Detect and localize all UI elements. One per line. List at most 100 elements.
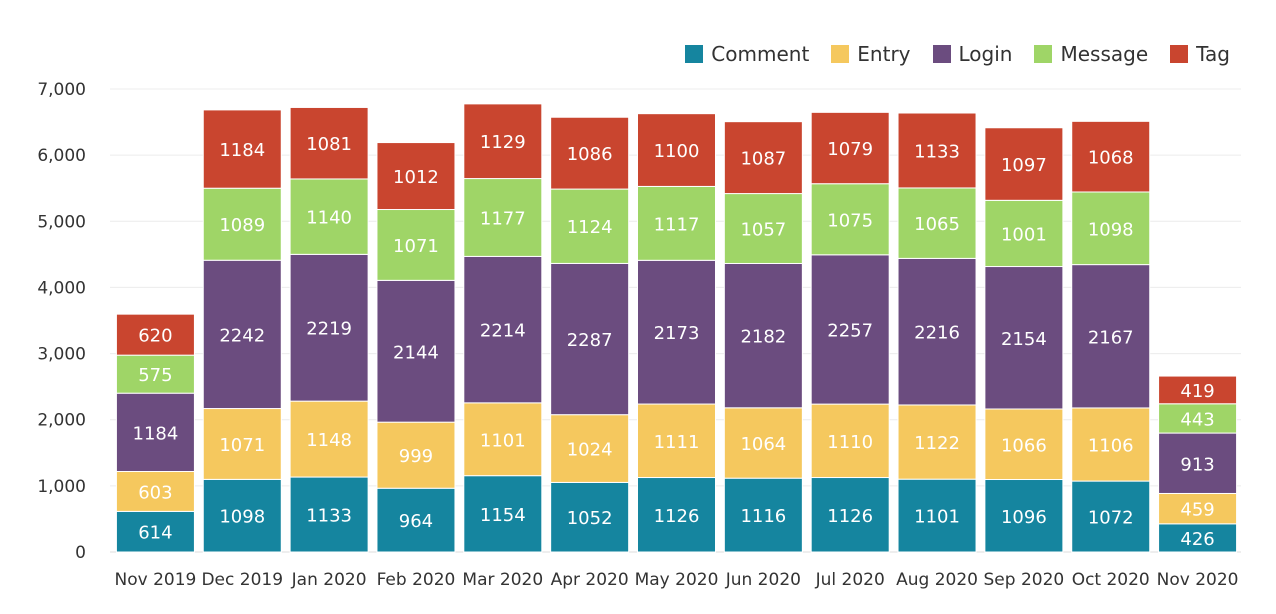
chart-legend: Comment Entry Login Message Tag xyxy=(685,42,1230,66)
data-label: 2144 xyxy=(393,342,439,363)
data-label: 1126 xyxy=(654,506,700,527)
legend-item-message[interactable]: Message xyxy=(1034,42,1148,66)
data-label: 1098 xyxy=(1088,219,1134,240)
x-tick-label: Sep 2020 xyxy=(984,570,1065,590)
bar-segment-comment xyxy=(289,476,369,553)
bar-segment-entry xyxy=(723,407,803,479)
data-label: 419 xyxy=(1180,381,1214,402)
bar-segment-comment xyxy=(1158,523,1238,553)
bar-segment-tag xyxy=(637,113,716,187)
bar-segment-message xyxy=(202,187,282,261)
bar-segment-entry xyxy=(463,402,543,477)
data-label: 1101 xyxy=(914,507,960,528)
x-tick-label: Apr 2020 xyxy=(551,570,629,590)
bar-segment-entry xyxy=(376,421,456,489)
legend-item-entry[interactable]: Entry xyxy=(831,42,911,66)
legend-swatch xyxy=(685,45,704,63)
bar-segment-message xyxy=(723,193,803,264)
data-label: 1184 xyxy=(219,140,265,161)
legend-label: Entry xyxy=(857,42,911,66)
data-label: 620 xyxy=(138,326,172,347)
bar-segment-comment xyxy=(550,481,630,553)
bar-segment-entry xyxy=(1071,407,1151,482)
x-tick-label: Jun 2020 xyxy=(725,570,801,590)
data-label: 603 xyxy=(138,482,172,503)
legend-item-comment[interactable]: Comment xyxy=(685,42,809,66)
data-label: 1140 xyxy=(306,208,352,229)
bar-segment-message xyxy=(1071,191,1151,266)
data-label: 1057 xyxy=(740,220,786,241)
data-label: 2154 xyxy=(1001,329,1047,350)
legend-swatch xyxy=(1170,45,1189,63)
data-label: 1024 xyxy=(567,440,613,461)
bar-segment-message xyxy=(810,183,890,256)
bar-segment-message xyxy=(637,185,716,261)
bar-segment-login xyxy=(897,257,977,406)
data-label: 1071 xyxy=(219,435,265,456)
x-tick-label: Jul 2020 xyxy=(815,570,885,590)
data-label: 2219 xyxy=(306,319,352,340)
bar-segment-comment xyxy=(376,487,456,553)
y-tick-label: 2,000 xyxy=(37,411,86,431)
data-label: 1081 xyxy=(306,134,352,155)
bar-segment-login xyxy=(637,259,716,405)
y-tick-label: 4,000 xyxy=(37,278,86,298)
data-label: 1133 xyxy=(914,141,960,162)
y-tick-label: 0 xyxy=(75,543,86,563)
data-label: 1100 xyxy=(654,141,700,162)
x-tick-label: Nov 2019 xyxy=(114,570,196,590)
bar-segment-entry xyxy=(115,471,195,512)
data-label: 1089 xyxy=(219,215,265,236)
bar-segment-tag xyxy=(202,109,282,189)
x-tick-label: Dec 2019 xyxy=(201,570,283,590)
bar-segment-comment xyxy=(637,477,716,553)
legend-item-tag[interactable]: Tag xyxy=(1170,42,1230,66)
bar-segment-tag xyxy=(376,142,456,211)
x-tick-label: May 2020 xyxy=(635,570,719,590)
data-label: 1124 xyxy=(567,217,613,238)
data-label: 1129 xyxy=(480,132,526,153)
data-label: 1001 xyxy=(1001,224,1047,245)
x-tick-label: Feb 2020 xyxy=(377,570,456,590)
data-label: 614 xyxy=(138,523,172,544)
bar-segment-comment xyxy=(984,479,1064,553)
data-label: 1177 xyxy=(480,208,526,229)
x-tick-label: Nov 2020 xyxy=(1157,570,1239,590)
bar-segment-entry xyxy=(289,400,369,478)
data-label: 1148 xyxy=(306,430,352,451)
bar-segment-tag xyxy=(723,121,803,195)
data-label: 1065 xyxy=(914,214,960,235)
data-label: 1068 xyxy=(1088,148,1134,169)
bar-segment-message xyxy=(289,178,369,255)
bar-segment-comment xyxy=(463,475,543,553)
bar-segment-message xyxy=(897,187,977,259)
data-label: 2257 xyxy=(827,320,873,341)
data-label: 1106 xyxy=(1088,436,1134,457)
data-label: 575 xyxy=(138,365,172,386)
bar-segment-comment xyxy=(897,478,977,553)
data-label: 1079 xyxy=(827,139,873,160)
legend-swatch xyxy=(831,45,850,63)
data-label: 1111 xyxy=(654,432,700,453)
bar-segment-entry xyxy=(637,403,716,479)
data-label: 1066 xyxy=(1001,435,1047,456)
bar-segment-login xyxy=(376,279,456,423)
bar-segment-tag xyxy=(463,103,543,180)
bar-segment-tag xyxy=(1158,375,1238,405)
bar-segment-entry xyxy=(1158,492,1238,525)
data-label: 2167 xyxy=(1088,327,1134,348)
legend-item-login[interactable]: Login xyxy=(932,42,1013,66)
legend-label: Tag xyxy=(1196,42,1230,66)
bar-segment-message xyxy=(1158,403,1238,434)
bar-segment-login xyxy=(810,254,890,405)
data-label: 2216 xyxy=(914,323,960,344)
y-tick-label: 3,000 xyxy=(37,345,86,365)
x-tick-label: Oct 2020 xyxy=(1072,570,1150,590)
x-tick-label: Mar 2020 xyxy=(462,570,543,590)
x-tick-label: Aug 2020 xyxy=(896,570,978,590)
bar-segment-entry xyxy=(810,403,890,479)
legend-label: Login xyxy=(958,42,1013,66)
bar-segment-tag xyxy=(289,106,369,180)
data-label: 2214 xyxy=(480,321,526,342)
